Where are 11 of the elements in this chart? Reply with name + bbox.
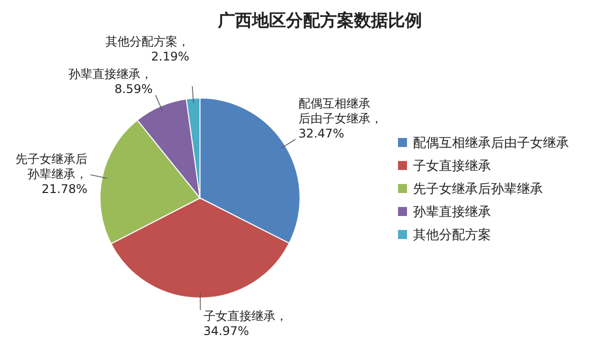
data-label: 孙辈直接继承，8.59% (68, 67, 153, 96)
legend-label: 其他分配方案 (413, 227, 491, 243)
legend-label: 先子女继承后孙辈继承 (413, 182, 543, 197)
legend-label: 子女直接继承 (413, 159, 491, 174)
legend-label: 孙辈直接继承 (413, 205, 491, 220)
data-label: 子女直接继承，34.97% (203, 309, 288, 338)
data-label: 先子女继承后孙辈继承，21.78% (15, 152, 88, 196)
data-label: 配偶互相继承后由子女继承，32.47% (298, 96, 382, 140)
data-label: 其他分配方案，2.19% (105, 34, 190, 64)
legend-label: 配偶互相继承后由子女继承 (413, 136, 569, 151)
chart-title: 广西地区分配方案数据比例 (217, 10, 422, 31)
